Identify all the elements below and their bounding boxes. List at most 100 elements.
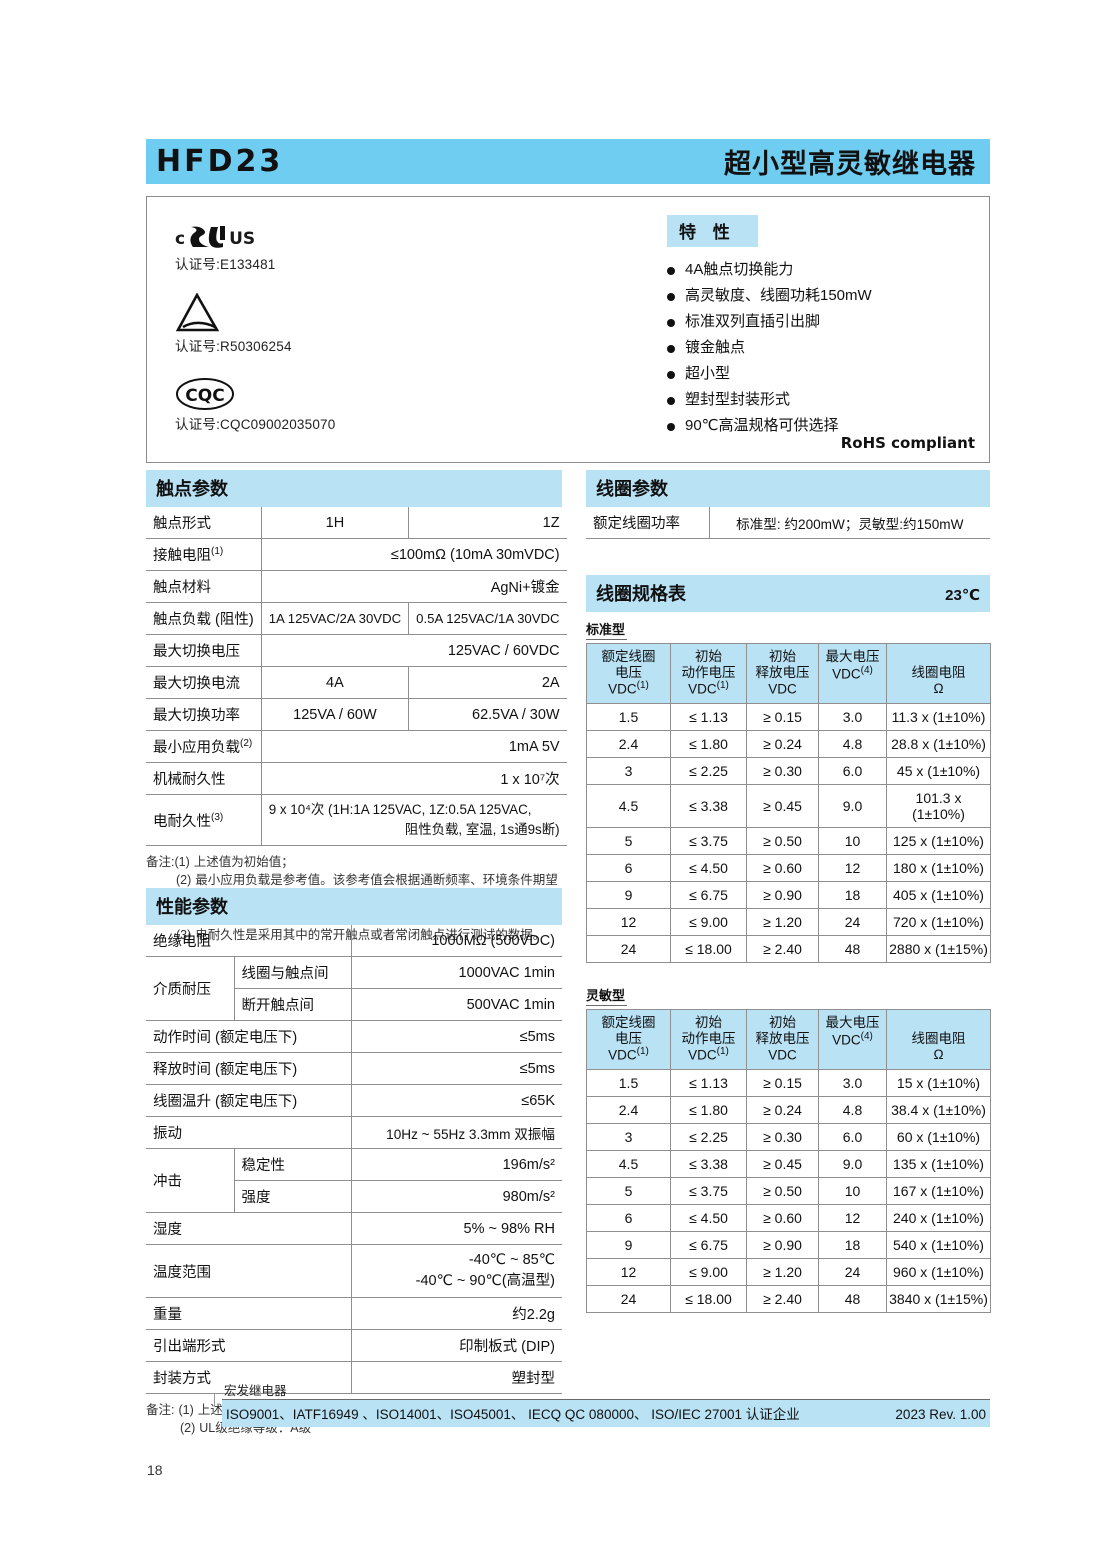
cell-coil-resistance: 405 x (1±10%) bbox=[886, 881, 991, 910]
row-label: 触点形式 bbox=[146, 507, 262, 539]
cell-pickup-voltage: ≤ 18.00 bbox=[670, 935, 747, 964]
row-label: 触点材料 bbox=[146, 570, 262, 603]
row-value-line1: 9 x 10⁴次 (1H:1A 125VAC, 1Z:0.5A 125VAC, bbox=[268, 802, 532, 817]
cert-item-cqc: CQC 认证号:CQC09002035070 bbox=[175, 377, 505, 433]
features-title: 特 性 bbox=[667, 215, 758, 247]
performance-parameters-section: 性能参数 绝缘电阻 1000MΩ (500VDC) 介质耐压 线圈与触点间 10… bbox=[146, 888, 562, 1437]
row-label: 温度范围 bbox=[146, 1244, 351, 1299]
table-row: 触点形式 1H 1Z bbox=[146, 507, 567, 539]
cell-max-voltage: 4.8 bbox=[818, 1096, 887, 1125]
cell-dropout-voltage: ≥ 0.90 bbox=[746, 1231, 819, 1260]
row-value: ≤100mΩ (10mA 30mVDC) bbox=[260, 538, 567, 571]
contact-parameters-section: 触点参数 触点形式 1H 1Z 接触电阻(1) ≤100mΩ (10mA 30m… bbox=[146, 470, 567, 944]
row-label: 湿度 bbox=[146, 1212, 351, 1245]
cell-dropout-voltage: ≥ 0.15 bbox=[746, 703, 819, 732]
product-model: HFD23 bbox=[156, 144, 284, 179]
table-header-row: 额定线圈 电压 VDC(1) 初始 动作电压 VDC(1) 初始 释放电压 VDC 最… bbox=[586, 1009, 991, 1071]
note-number: (1) bbox=[174, 855, 190, 870]
row-value: ≤65K bbox=[350, 1084, 562, 1117]
feature-item: 镀金触点 bbox=[667, 340, 977, 355]
row-value-1h: 1H bbox=[260, 507, 409, 539]
cell-max-voltage: 3.0 bbox=[818, 1069, 887, 1098]
ul-listed-icon: c US bbox=[175, 217, 505, 251]
row-value-1h: 1A 125VAC/2A 30VDC bbox=[260, 602, 409, 635]
row-value-1z: 2A bbox=[408, 666, 567, 699]
cell-max-voltage: 18 bbox=[818, 881, 887, 910]
cell-rated-voltage: 12 bbox=[586, 1258, 671, 1287]
table-row: 绝缘电阻 1000MΩ (500VDC) bbox=[146, 925, 562, 957]
row-label: 释放时间 (额定电压下) bbox=[146, 1052, 351, 1085]
cell-dropout-voltage: ≥ 0.24 bbox=[746, 730, 819, 759]
row-value-1z: 0.5A 125VAC/1A 30VDC bbox=[408, 602, 567, 635]
table-row: 4.5 ≤ 3.38 ≥ 0.45 9.0 135 x (1±10%) bbox=[586, 1150, 991, 1179]
table-row: 线圈温升 (额定电压下) ≤65K bbox=[146, 1084, 562, 1117]
row-value: 1 x 10⁷次 bbox=[260, 762, 567, 795]
row-value: ≤5ms bbox=[350, 1020, 562, 1053]
performance-parameters-title: 性能参数 bbox=[146, 888, 562, 925]
cell-dropout-voltage: ≥ 0.60 bbox=[746, 854, 819, 883]
bullet-icon bbox=[667, 293, 675, 301]
row-label: 最大切换功率 bbox=[146, 698, 262, 731]
cell-coil-resistance: 101.3 x (1±10%) bbox=[886, 784, 991, 829]
notes-prefix: 备注: bbox=[146, 855, 175, 870]
row-value-line2: 阻性负载, 室温, 1s通9s断) bbox=[404, 822, 560, 838]
cell-coil-resistance: 45 x (1±10%) bbox=[886, 757, 991, 786]
product-description: 超小型高灵敏继电器 bbox=[724, 149, 976, 179]
table-row: 2.4 ≤ 1.80 ≥ 0.24 4.8 38.4 x (1±10%) bbox=[586, 1096, 991, 1125]
features-list: 4A触点切换能力 高灵敏度、线圈功耗150mW 标准双列直插引出脚 镀金触点 超… bbox=[667, 262, 977, 433]
bullet-icon bbox=[667, 371, 675, 379]
footer-certifications-text: ISO9001、IATF16949 、ISO14001、ISO45001、 IE… bbox=[226, 1407, 800, 1422]
cell-rated-voltage: 1.5 bbox=[586, 703, 671, 732]
table-row: 引出端形式 印制板式 (DIP) bbox=[146, 1329, 562, 1363]
table-row: 触点材料 AgNi+镀金 bbox=[146, 570, 567, 603]
table-row: 重量 约2.2g bbox=[146, 1297, 562, 1331]
row-value: 印制板式 (DIP) bbox=[350, 1329, 562, 1363]
col-header-coil-resistance: 线圈电阻 Ω bbox=[886, 1009, 991, 1071]
section-title-text: 线圈参数 bbox=[596, 479, 668, 499]
row-value-1z: 62.5VA / 30W bbox=[408, 698, 567, 731]
table-row: 6 ≤ 4.50 ≥ 0.60 12 180 x (1±10%) bbox=[586, 854, 991, 883]
cert-item-ul: c US 认证号:E133481 bbox=[175, 217, 505, 273]
cell-max-voltage: 48 bbox=[818, 935, 887, 964]
row-value: 1000MΩ (500VDC) bbox=[350, 925, 562, 957]
section-title-text: 触点参数 bbox=[156, 479, 228, 499]
cell-max-voltage: 12 bbox=[818, 1204, 887, 1233]
table-row: 12 ≤ 9.00 ≥ 1.20 24 720 x (1±10%) bbox=[586, 908, 991, 937]
cell-coil-resistance: 125 x (1±10%) bbox=[886, 827, 991, 856]
table-row: 额定线圈功率 标准型: 约200mW；灵敏型:约150mW bbox=[586, 507, 990, 539]
cert-number-tuv: 认证号:R50306254 bbox=[175, 339, 292, 354]
cell-rated-voltage: 5 bbox=[586, 1177, 671, 1206]
row-label: 触点负载 (阻性) bbox=[146, 602, 262, 635]
table-row: 释放时间 (额定电压下) ≤5ms bbox=[146, 1052, 562, 1085]
bullet-icon bbox=[667, 267, 675, 275]
table-row: 3 ≤ 2.25 ≥ 0.30 6.0 45 x (1±10%) bbox=[586, 757, 991, 786]
cell-rated-voltage: 2.4 bbox=[586, 730, 671, 759]
row-sublabel: 断开触点间 bbox=[233, 988, 351, 1021]
cell-dropout-voltage: ≥ 0.50 bbox=[746, 1177, 819, 1206]
cell-rated-voltage: 6 bbox=[586, 854, 671, 883]
cell-coil-resistance: 720 x (1±10%) bbox=[886, 908, 991, 937]
row-label: 绝缘电阻 bbox=[146, 925, 351, 957]
cell-pickup-voltage: ≤ 2.25 bbox=[670, 1123, 747, 1152]
cell-max-voltage: 24 bbox=[818, 1258, 887, 1287]
row-value: 9 x 10⁴次 (1H:1A 125VAC, 1Z:0.5A 125VAC, … bbox=[260, 794, 567, 847]
section-title-text: 性能参数 bbox=[156, 897, 228, 917]
table-row: 湿度 5% ~ 98% RH bbox=[146, 1212, 562, 1245]
table-row: 最大切换功率 125VA / 60W 62.5VA / 30W bbox=[146, 698, 567, 731]
row-label: 介质耐压 bbox=[146, 956, 234, 1021]
cell-rated-voltage: 1.5 bbox=[586, 1069, 671, 1098]
feature-item: 4A触点切换能力 bbox=[667, 262, 977, 277]
table-row: 动作时间 (额定电压下) ≤5ms bbox=[146, 1020, 562, 1053]
table-row: 触点负载 (阻性) 1A 125VAC/2A 30VDC 0.5A 125VAC… bbox=[146, 602, 567, 635]
cell-pickup-voltage: ≤ 9.00 bbox=[670, 1258, 747, 1287]
cell-dropout-voltage: ≥ 0.45 bbox=[746, 1150, 819, 1179]
table-row: 温度范围 -40℃ ~ 85℃ -40℃ ~ 90℃(高温型) bbox=[146, 1244, 562, 1299]
cell-coil-resistance: 15 x (1±10%) bbox=[886, 1069, 991, 1098]
table-row: 6 ≤ 4.50 ≥ 0.60 12 240 x (1±10%) bbox=[586, 1204, 991, 1233]
feature-text: 标准双列直插引出脚 bbox=[685, 313, 821, 330]
row-value-1z: 1Z bbox=[408, 507, 567, 539]
row-value: 1000VAC 1min bbox=[350, 956, 562, 989]
row-sublabel: 线圈与触点间 bbox=[233, 956, 351, 989]
cell-max-voltage: 9.0 bbox=[818, 784, 887, 829]
